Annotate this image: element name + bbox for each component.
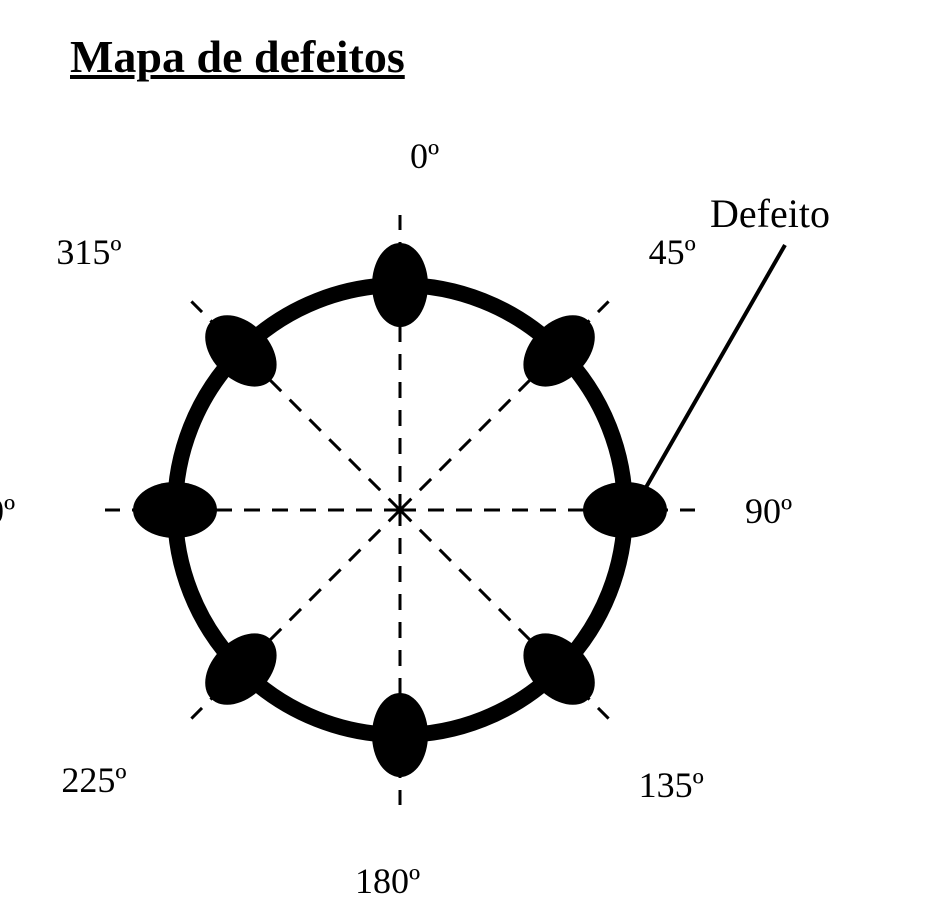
angle-label-135: 135º	[639, 764, 704, 806]
angle-label-315: 315º	[56, 231, 121, 273]
angle-label-0: 0º	[410, 135, 439, 177]
angle-label-45: 45º	[649, 231, 696, 273]
angle-label-270: 270º	[0, 490, 15, 532]
angle-label-90: 90º	[745, 490, 792, 532]
defect-map-diagram	[0, 0, 950, 890]
defect-callout-label: Defeito	[710, 190, 830, 237]
angle-label-225: 225º	[61, 759, 126, 801]
angle-label-180: 180º	[355, 860, 420, 902]
